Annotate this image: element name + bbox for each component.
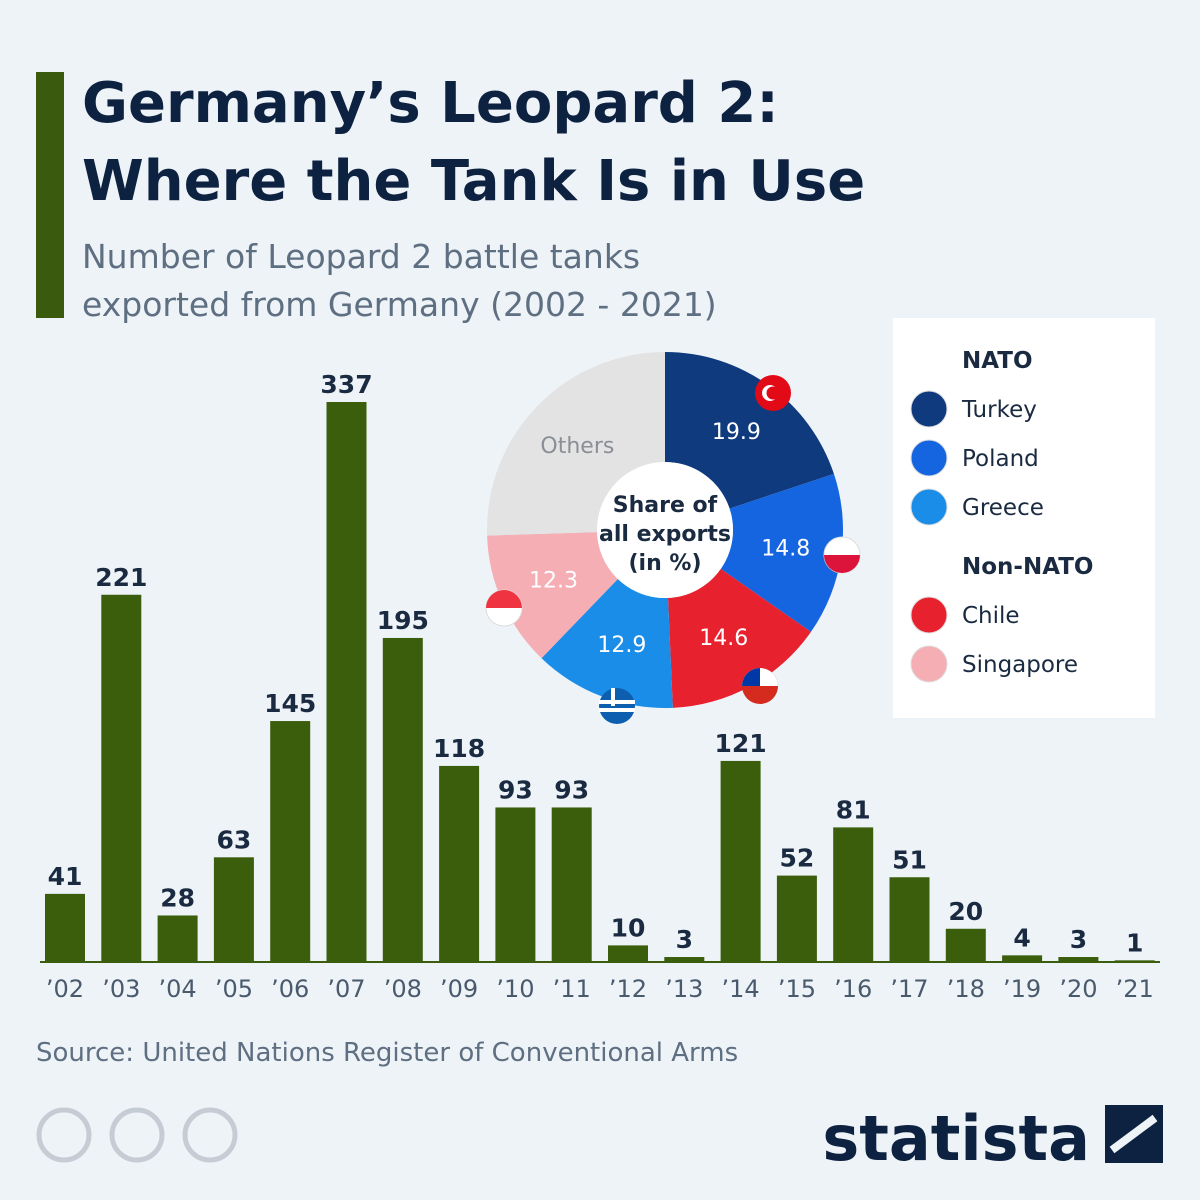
bar [889, 877, 930, 962]
bar [382, 637, 423, 962]
x-tick-label: ’09 [440, 975, 478, 1003]
bar [945, 928, 986, 962]
value-label: 145 [264, 689, 316, 718]
bar [1114, 960, 1155, 962]
bar [101, 594, 142, 962]
legend-icon [910, 596, 948, 634]
center-label: all exports [599, 522, 731, 547]
bar [45, 893, 85, 962]
slice-label: 19.9 [712, 420, 761, 445]
flags [485, 375, 861, 724]
bar [833, 827, 874, 962]
x-tick-label: ’15 [778, 975, 816, 1003]
slice-label: 14.8 [761, 537, 810, 562]
legend-icon [910, 390, 948, 428]
value-label: 28 [160, 883, 195, 912]
subtitle: Number of Leopard 2 battle tanks [82, 237, 640, 276]
bar [157, 915, 198, 962]
value-label: 93 [498, 775, 533, 804]
value-label: 41 [48, 862, 83, 891]
bar [720, 760, 761, 962]
value-label: 1 [1126, 928, 1143, 957]
bar [326, 402, 367, 962]
slice-label: 14.6 [699, 626, 748, 651]
value-label: 221 [95, 563, 147, 592]
pie-slice [541, 578, 673, 708]
value-label: 93 [554, 775, 589, 804]
accent-bar [36, 72, 64, 318]
brand-logo [1109, 1114, 1158, 1154]
legend-icon [910, 488, 948, 526]
x-tick-label: ’14 [722, 975, 760, 1003]
value-label: 81 [836, 795, 871, 824]
bar [439, 765, 480, 962]
x-tick-label: ’17 [890, 975, 928, 1003]
bar [664, 957, 705, 962]
bar [213, 857, 254, 962]
pie-slice [720, 473, 843, 632]
x-tick-label: ’18 [947, 975, 985, 1003]
legend-label: Chile [962, 603, 1020, 629]
x-tick-label: ’10 [496, 975, 534, 1003]
x-tick-label: ’04 [159, 975, 197, 1003]
value-label: 52 [780, 844, 815, 873]
legend-label: Singapore [962, 652, 1078, 678]
legend-group: NATO [962, 348, 1033, 374]
value-label: 337 [320, 370, 372, 399]
bar [551, 807, 592, 962]
value-label: 10 [611, 913, 646, 942]
x-tick-label: ’07 [327, 975, 365, 1003]
value-label: 3 [1070, 925, 1087, 954]
legend-icon [910, 645, 948, 683]
value-label: 4 [1013, 923, 1030, 952]
title: Where the Tank Is in Use [82, 149, 865, 214]
value-label: 3 [676, 925, 693, 954]
bar [1058, 957, 1099, 962]
x-tick-label: ’20 [1059, 975, 1097, 1003]
title: Germany’s Leopard 2: [82, 71, 779, 136]
pie-slice [487, 352, 665, 536]
value-label: 51 [892, 845, 927, 874]
x-tick-label: ’16 [834, 975, 872, 1003]
value-label: 195 [377, 606, 429, 635]
subtitle: exported from Germany (2002 - 2021) [82, 285, 717, 324]
bar [1002, 955, 1043, 962]
center-label: (in %) [628, 551, 701, 576]
legend-label: Poland [962, 446, 1039, 472]
slice-name: Others [540, 434, 614, 459]
slice-label: 12.9 [597, 633, 646, 658]
source: Source: United Nations Register of Conve… [36, 1038, 738, 1068]
pie-slice [665, 352, 834, 509]
x-tick-label: ’19 [1003, 975, 1041, 1003]
x-tick-label: ’11 [553, 975, 591, 1003]
license-icons [36, 1107, 238, 1163]
x-tick-label: ’03 [102, 975, 140, 1003]
x-tick-label: ’02 [46, 975, 84, 1003]
value-label: 118 [433, 734, 485, 763]
bar [608, 945, 648, 962]
legend-label: Turkey [961, 397, 1037, 423]
x-tick-label: ’08 [384, 975, 422, 1003]
legend-group: Non-NATO [962, 554, 1093, 580]
legend-icon [910, 439, 948, 477]
bar [495, 807, 536, 962]
pie-slice [667, 568, 811, 708]
slice-label: 12.3 [529, 569, 578, 594]
x-tick-label: ’06 [271, 975, 309, 1003]
center-label: Share of [613, 493, 718, 518]
value-label: 121 [715, 729, 767, 758]
value-label: 20 [948, 897, 983, 926]
x-tick-label: ’05 [215, 975, 253, 1003]
x-tick-label: ’21 [1116, 975, 1154, 1003]
bar [776, 875, 817, 962]
value-label: 63 [217, 825, 252, 854]
pie-slice [487, 532, 618, 659]
x-tick-label: ’12 [609, 975, 647, 1003]
x-tick-label: ’13 [665, 975, 703, 1003]
pie-hole [597, 462, 733, 598]
bar [270, 721, 311, 962]
legend-label: Greece [962, 495, 1044, 521]
brand: statista [822, 1102, 1090, 1175]
